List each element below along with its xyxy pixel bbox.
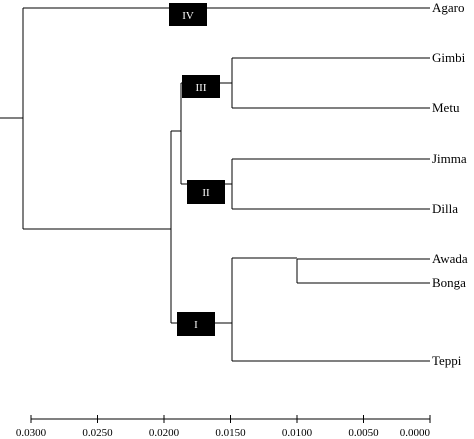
leaf-label-jimma: Jimma xyxy=(432,151,467,166)
leaf-label-dilla: Dilla xyxy=(432,201,458,216)
cluster-label-iii: III xyxy=(196,82,207,94)
tick-label: 0.0200 xyxy=(149,427,180,439)
leaf-label-teppi: Teppi xyxy=(432,353,462,368)
leaf-label-agaro: Agaro xyxy=(432,0,465,15)
cluster-markers: IV III II I xyxy=(169,3,225,336)
leaf-label-bonga: Bonga xyxy=(432,275,466,290)
axis-tick-labels: 0.0300 0.0250 0.0200 0.0150 0.0100 0.005… xyxy=(16,427,431,439)
tick-label: 0.0300 xyxy=(16,427,47,439)
cluster-box-iv xyxy=(169,3,207,26)
cluster-box-ii xyxy=(187,180,225,204)
tick-label: 0.0100 xyxy=(282,427,313,439)
cluster-box-iii xyxy=(182,75,220,98)
tick-label: 0.0000 xyxy=(400,427,431,439)
leaf-label-awada: Awada xyxy=(432,251,468,266)
tick-label: 0.0050 xyxy=(348,427,379,439)
cluster-label-ii: II xyxy=(202,187,210,199)
cluster-label-i: I xyxy=(194,319,198,331)
leaf-labels: Agaro Gimbi Metu Jimma Dilla Awada Bonga… xyxy=(432,0,468,368)
cluster-label-iv: IV xyxy=(182,10,194,22)
tick-label: 0.0250 xyxy=(82,427,113,439)
leaf-label-gimbi: Gimbi xyxy=(432,50,466,65)
tick-label: 0.0150 xyxy=(215,427,246,439)
leaf-label-metu: Metu xyxy=(432,100,460,115)
tree-branches xyxy=(0,7,431,423)
cluster-box-i xyxy=(177,312,215,336)
